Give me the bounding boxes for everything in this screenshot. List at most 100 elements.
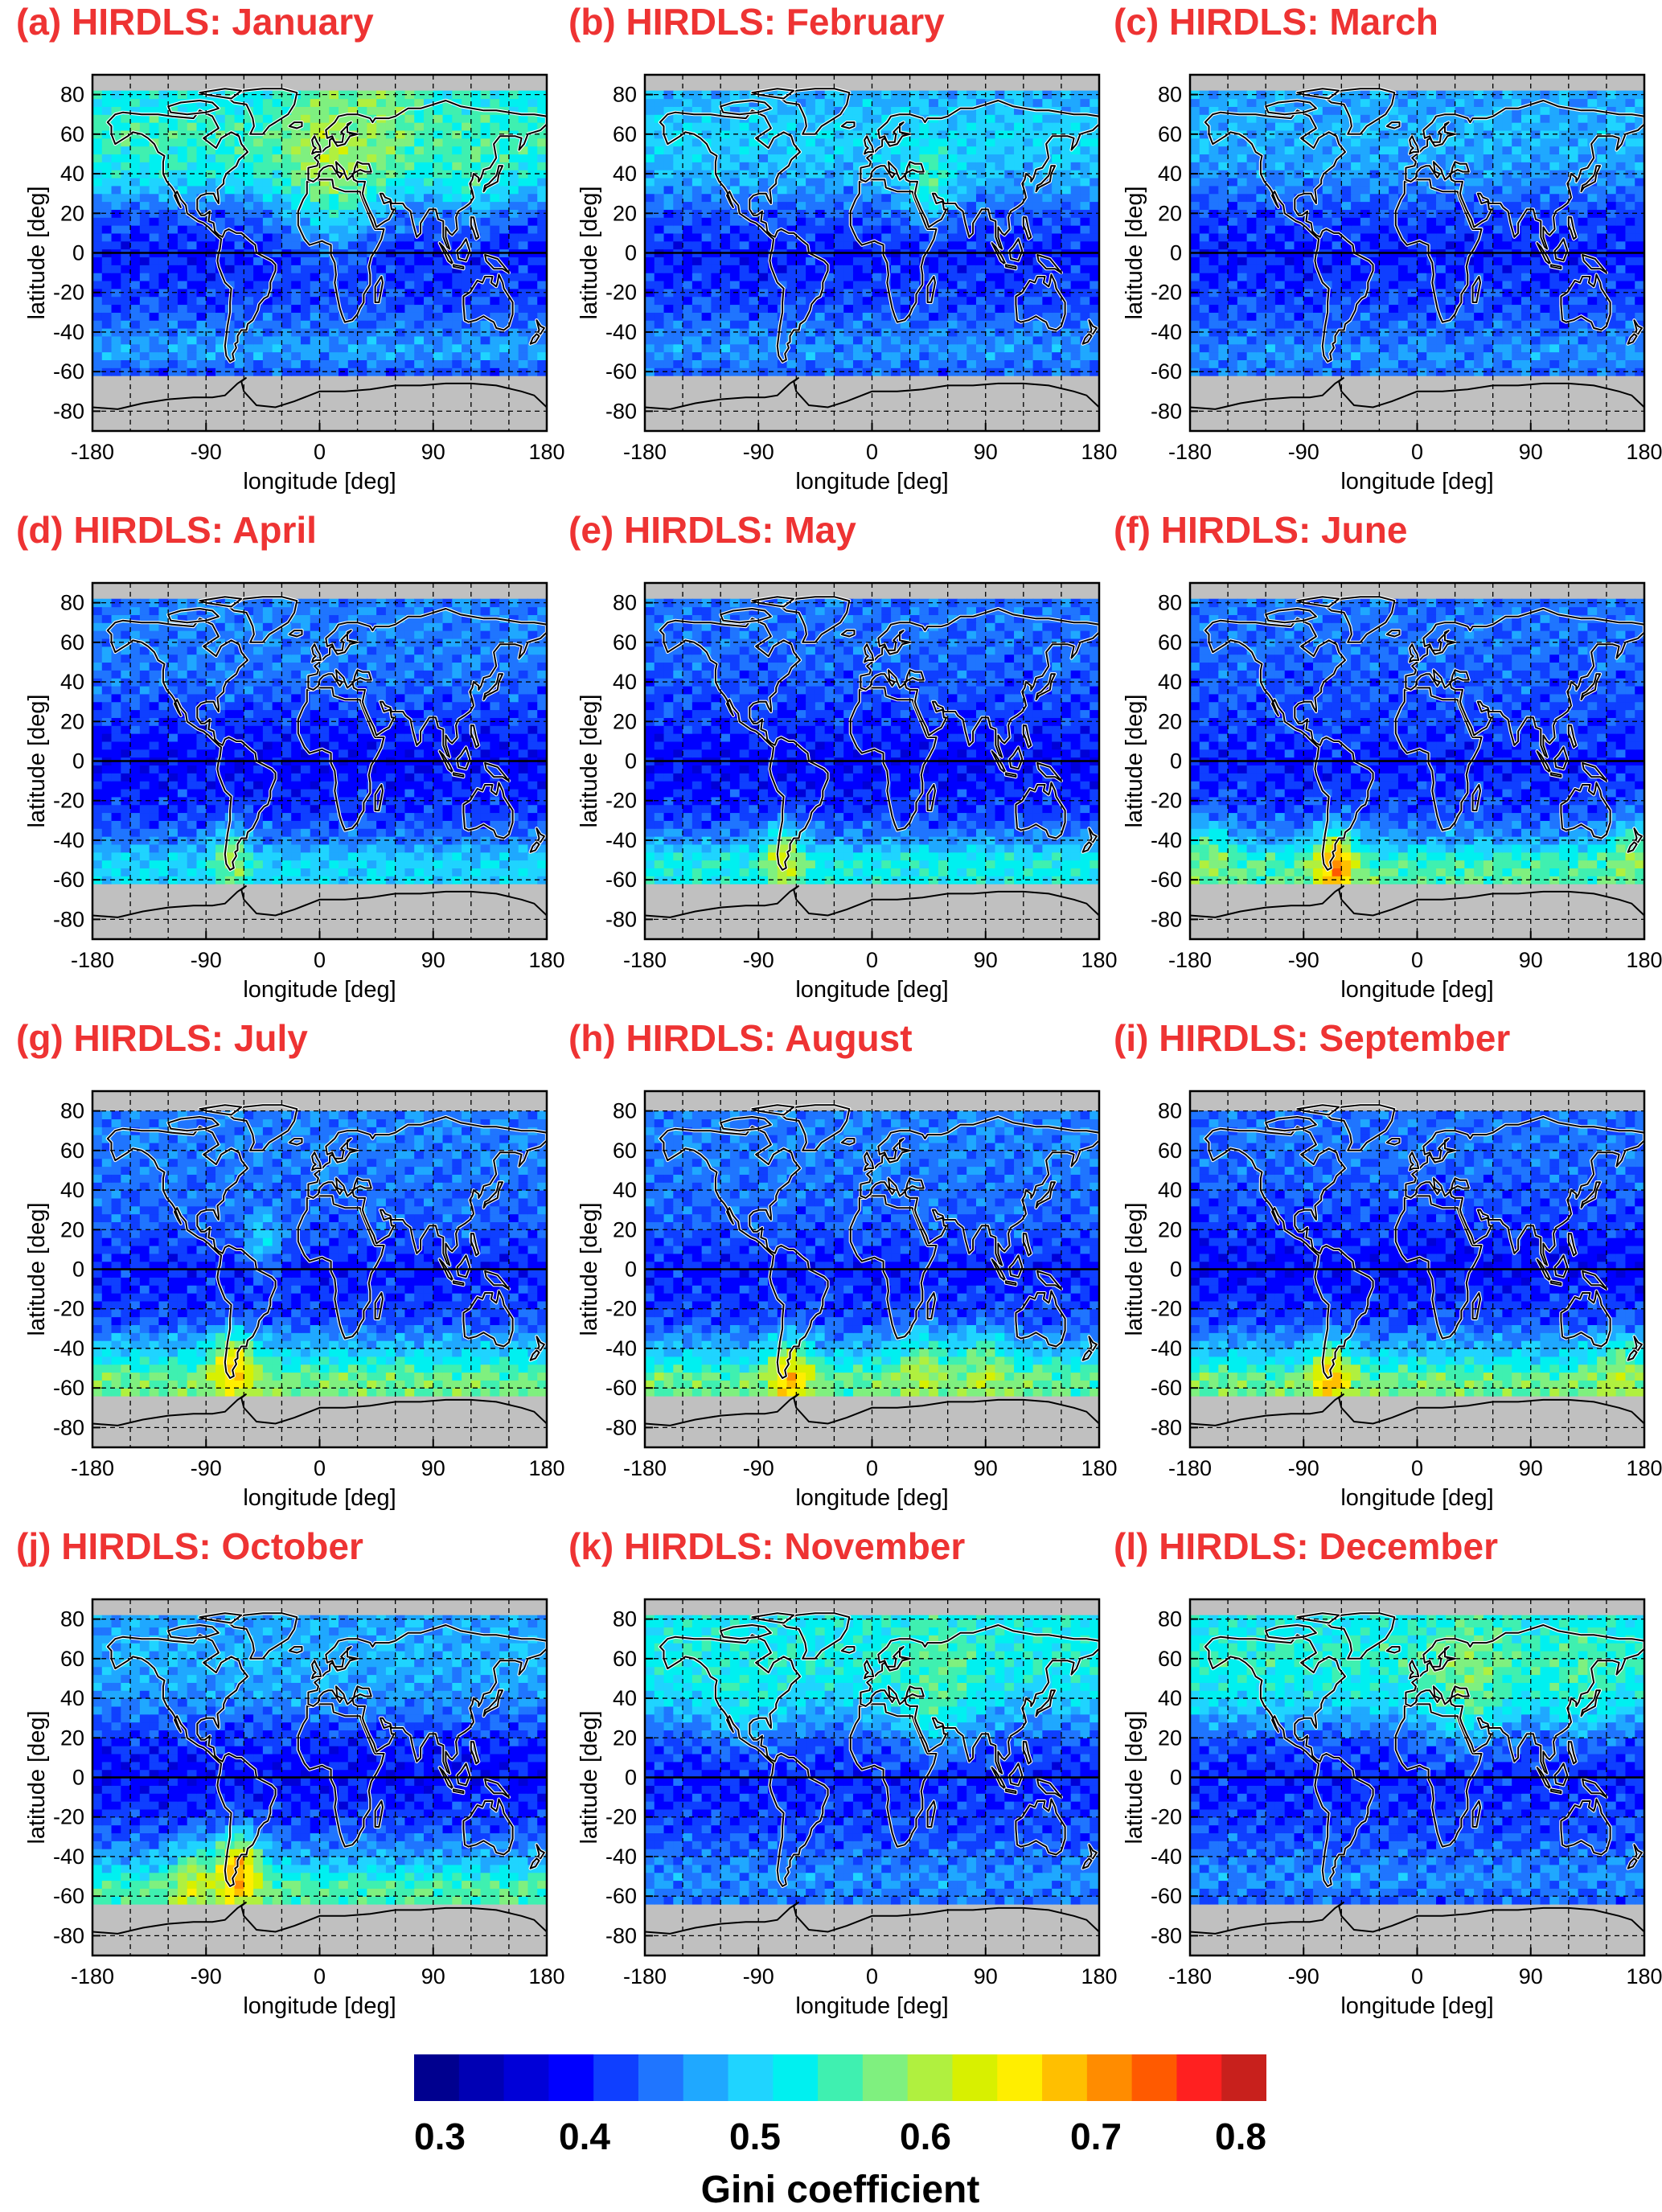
heatmap-cell <box>1625 297 1635 305</box>
heatmap-cell <box>404 186 414 194</box>
heatmap-cell <box>187 162 197 170</box>
heatmap-cell <box>976 304 986 312</box>
heatmap-cell <box>414 146 424 154</box>
heatmap-cell <box>1483 241 1493 249</box>
heatmap-cell <box>1379 154 1389 162</box>
heatmap-cell <box>1285 186 1295 194</box>
heatmap-cell <box>1294 265 1303 273</box>
heatmap-cell <box>872 154 882 162</box>
heatmap-cell <box>130 217 140 225</box>
heatmap-cell <box>1597 178 1607 186</box>
heatmap-cell <box>692 99 702 107</box>
heatmap-cell <box>683 154 692 162</box>
heatmap-cell <box>1332 186 1342 194</box>
heatmap-cell <box>1370 304 1380 312</box>
heatmap-cell <box>310 106 320 114</box>
heatmap-cell <box>853 154 863 162</box>
heatmap-cell <box>664 352 674 360</box>
heatmap-cell <box>645 265 655 273</box>
heatmap-cell <box>863 336 872 344</box>
heatmap-cell <box>404 265 414 273</box>
heatmap-cell <box>1597 194 1607 202</box>
heatmap-cell <box>1218 162 1228 170</box>
heatmap-cell <box>1587 217 1597 225</box>
heatmap-cell <box>537 297 547 305</box>
heatmap-cell <box>320 194 330 202</box>
heatmap-cell <box>140 273 150 281</box>
heatmap-cell <box>150 312 159 320</box>
heatmap-cell <box>1521 154 1531 162</box>
heatmap-cell <box>1502 233 1512 241</box>
heatmap-cell <box>1247 178 1257 186</box>
heatmap-cell <box>1370 154 1380 162</box>
heatmap-cell <box>291 265 301 273</box>
heatmap-cell <box>1237 194 1247 202</box>
heatmap-cell <box>158 233 168 241</box>
heatmap-cell <box>414 122 424 130</box>
heatmap-cell <box>1190 320 1200 328</box>
heatmap-cell <box>692 217 702 225</box>
heatmap-cell <box>244 138 253 146</box>
heatmap-cell <box>281 202 291 210</box>
heatmap-cell <box>196 265 206 273</box>
heatmap-cell <box>1502 312 1512 320</box>
heatmap-cell <box>1607 281 1616 289</box>
heatmap-cell <box>1521 162 1531 170</box>
heatmap-cell <box>320 114 330 122</box>
heatmap-cell <box>1042 304 1052 312</box>
heatmap-cell <box>1200 186 1209 194</box>
heatmap-cell <box>1483 154 1493 162</box>
heatmap-cell <box>1360 202 1370 210</box>
heatmap-cell <box>1237 217 1247 225</box>
heatmap-cell <box>509 225 519 233</box>
y-tick-label: 60 <box>60 122 84 146</box>
heatmap-cell <box>711 336 720 344</box>
heatmap-cell <box>910 217 920 225</box>
heatmap-cell <box>1323 241 1332 249</box>
heatmap-cell <box>386 281 396 289</box>
heatmap-cell <box>787 265 797 273</box>
heatmap-cell <box>1313 352 1323 360</box>
heatmap-cell <box>853 138 863 146</box>
heatmap-cell <box>929 178 938 186</box>
heatmap-cell <box>645 178 655 186</box>
heatmap-cell <box>1200 154 1209 162</box>
heatmap-cell <box>1004 186 1014 194</box>
heatmap-cell <box>768 162 778 170</box>
heatmap-cell <box>1061 241 1071 249</box>
heatmap-cell <box>1436 336 1446 344</box>
heatmap-cell <box>1616 256 1626 265</box>
heatmap-cell <box>863 281 872 289</box>
heatmap-cell <box>1559 344 1569 352</box>
heatmap-cell <box>740 359 749 367</box>
heatmap-cell <box>1071 281 1081 289</box>
heatmap-cell <box>1200 202 1209 210</box>
heatmap-cell <box>1042 352 1052 360</box>
heatmap-cell <box>901 281 910 289</box>
heatmap-cell <box>1474 320 1483 328</box>
heatmap-cell <box>778 273 787 281</box>
heatmap-cell <box>367 344 376 352</box>
heatmap-cell <box>102 241 112 249</box>
heatmap-cell <box>1237 359 1247 367</box>
heatmap-cell <box>1080 186 1090 194</box>
heatmap-cell <box>150 178 159 186</box>
heatmap-cell <box>645 106 655 114</box>
heatmap-cell <box>1247 256 1257 265</box>
heatmap-cell <box>1616 178 1626 186</box>
heatmap-cell <box>1597 186 1607 194</box>
heatmap-cell <box>1616 241 1626 249</box>
heatmap-cell <box>891 241 901 249</box>
heatmap-cell <box>1247 202 1257 210</box>
heatmap-cell <box>815 320 825 328</box>
heatmap-cell <box>1436 194 1446 202</box>
heatmap-cell <box>720 146 730 154</box>
heatmap-cell <box>339 359 348 367</box>
heatmap-cell <box>121 225 130 233</box>
heatmap-cell <box>1266 273 1275 281</box>
heatmap-cell <box>140 225 150 233</box>
heatmap-cell <box>519 241 528 249</box>
heatmap-cell <box>1266 312 1275 320</box>
heatmap-cell <box>414 273 424 281</box>
heatmap-cell <box>281 138 291 146</box>
